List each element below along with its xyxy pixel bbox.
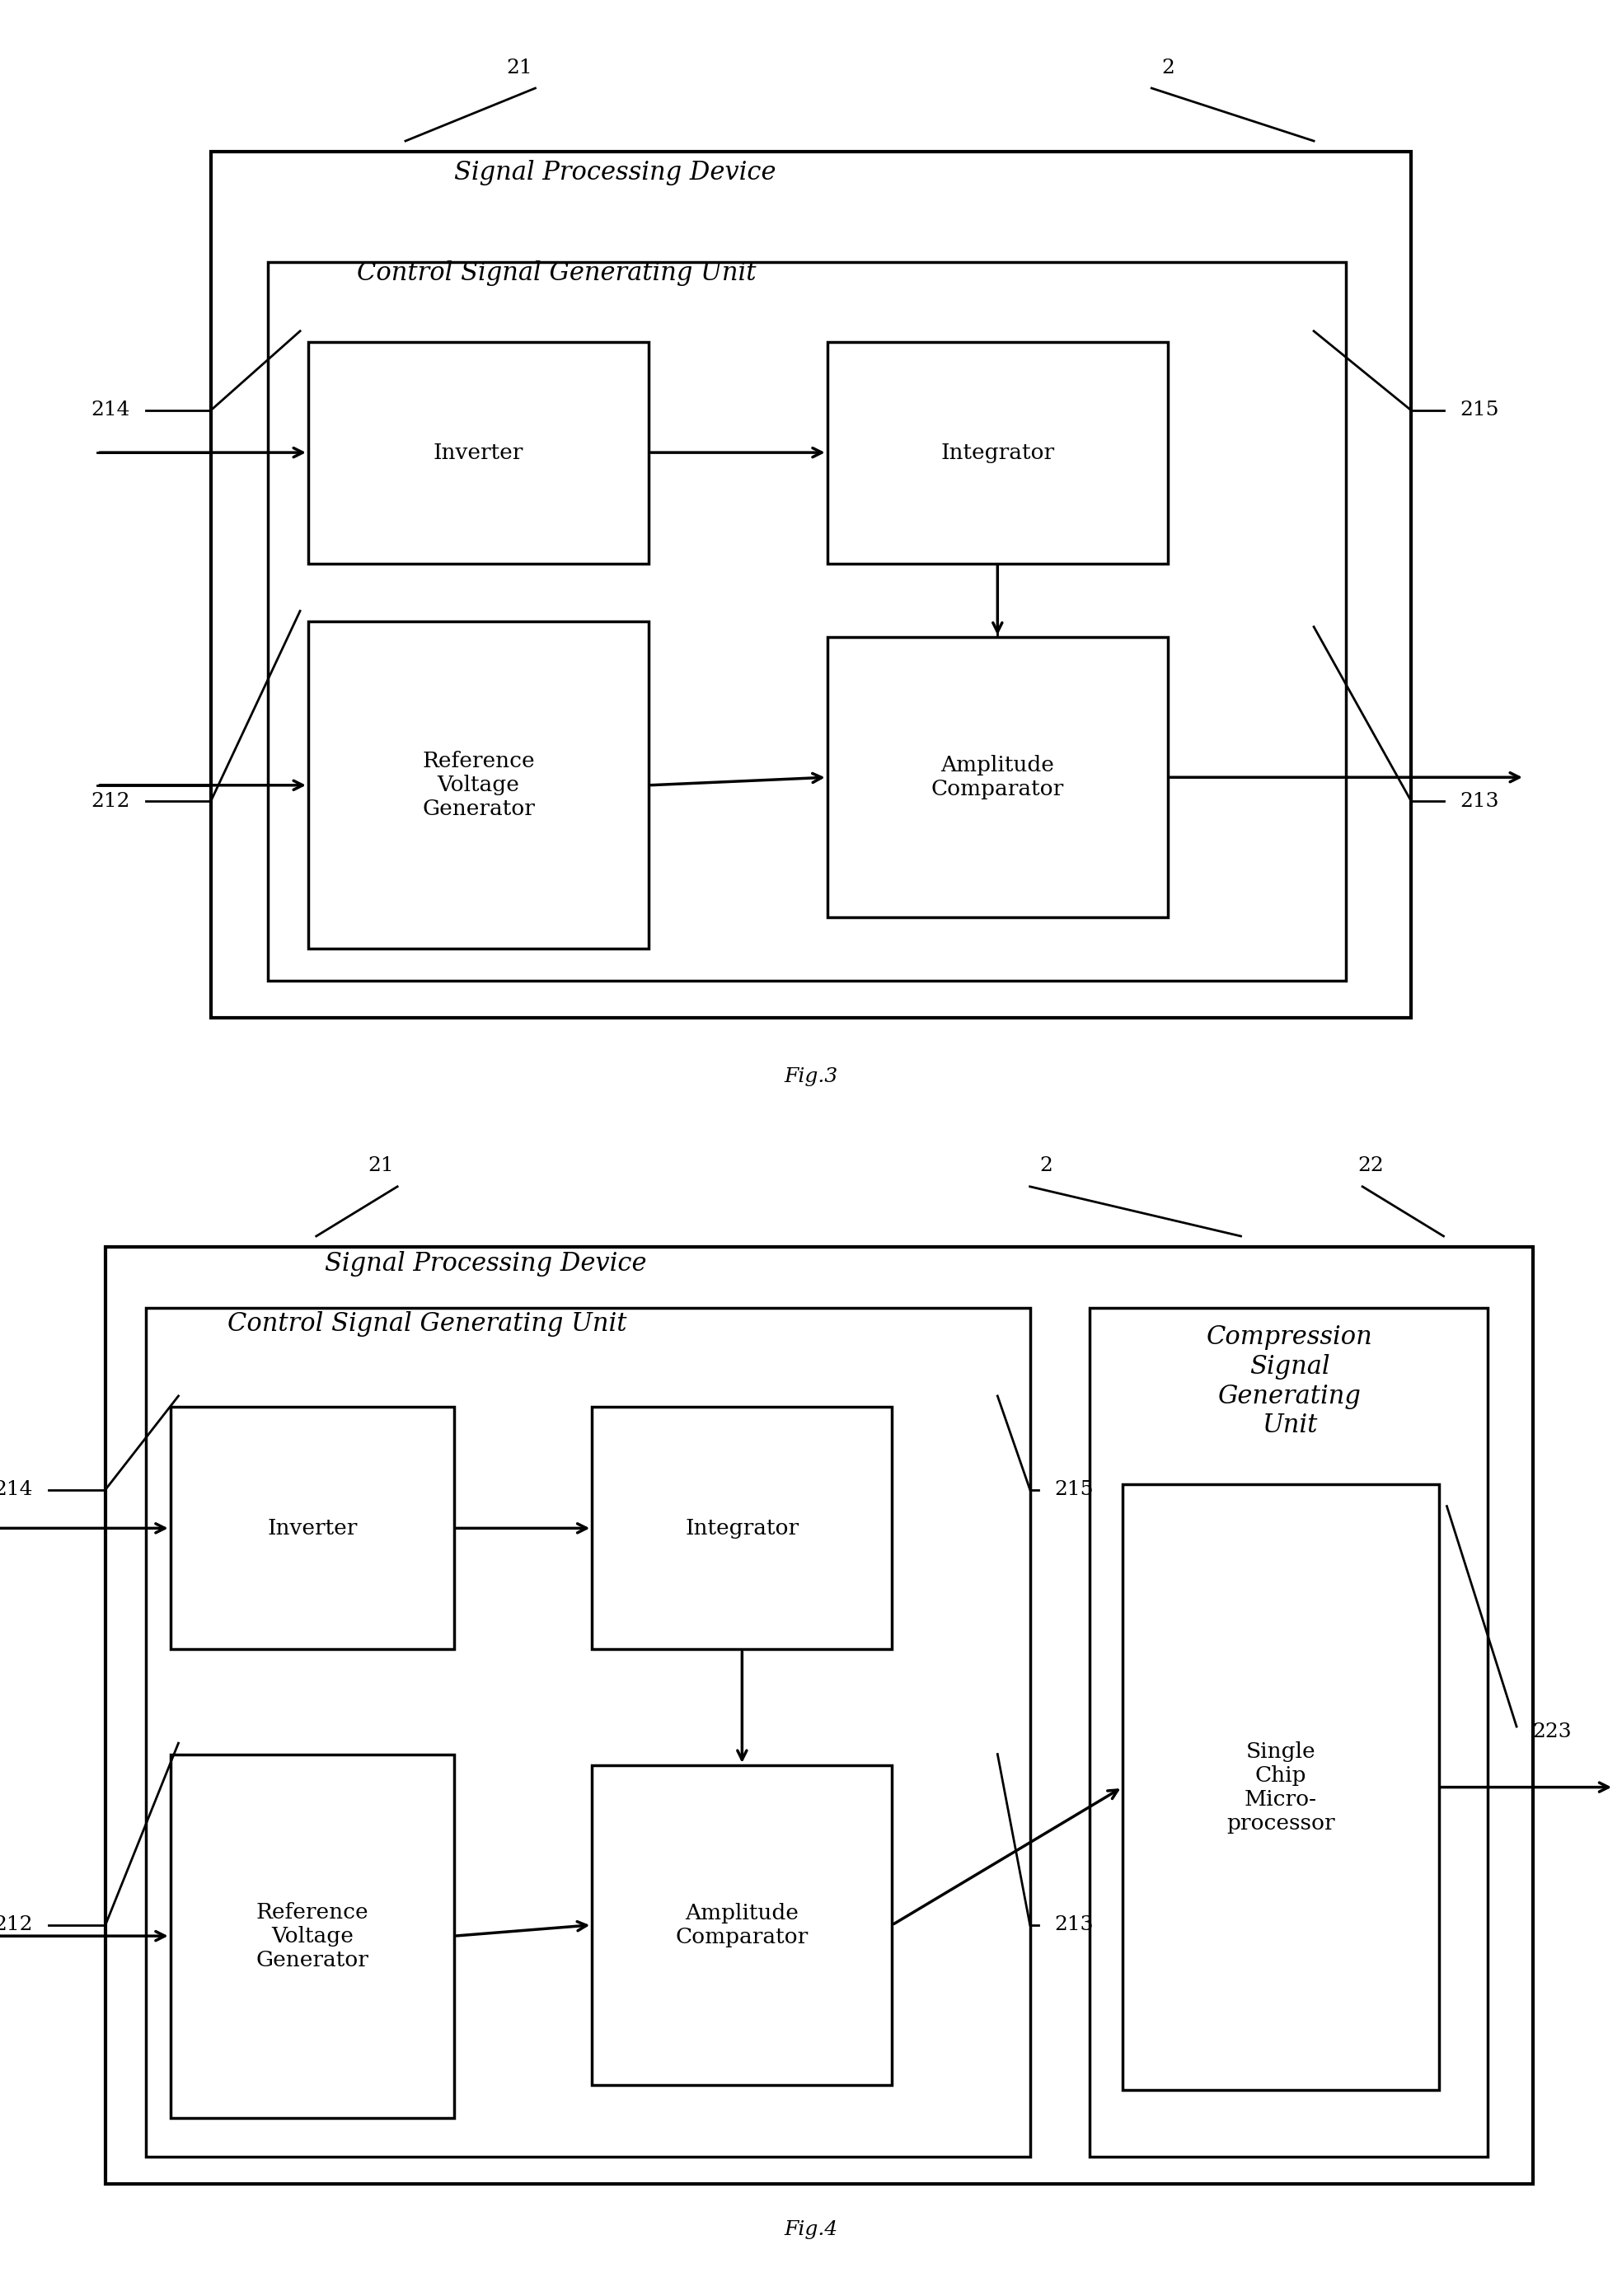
Text: Fig.3: Fig.3 — [783, 1068, 839, 1086]
Bar — [211, 152, 1411, 1017]
Text: 2: 2 — [1040, 1157, 1053, 1176]
Text: Inverter: Inverter — [268, 1518, 357, 1538]
Text: 22: 22 — [1358, 1157, 1384, 1176]
Text: 21: 21 — [506, 60, 532, 78]
Text: 215: 215 — [1460, 402, 1499, 420]
Bar — [268, 262, 1346, 980]
Text: 212: 212 — [0, 1915, 32, 1936]
Bar — [170, 1754, 454, 2117]
Text: Compression
Signal
Generating
Unit: Compression Signal Generating Unit — [1207, 1325, 1372, 1437]
Text: Control Signal Generating Unit: Control Signal Generating Unit — [227, 1311, 626, 1336]
Bar — [105, 1247, 1533, 2183]
Bar — [308, 622, 649, 948]
Bar — [146, 1309, 1030, 2156]
Bar — [592, 1766, 892, 2085]
Bar — [827, 342, 1168, 563]
Text: Control Signal Generating Unit: Control Signal Generating Unit — [357, 259, 756, 285]
Text: Amplitude
Comparator: Amplitude Comparator — [676, 1903, 808, 1947]
Text: 212: 212 — [91, 792, 130, 810]
Text: 213: 213 — [1054, 1915, 1093, 1936]
Text: Integrator: Integrator — [941, 443, 1054, 464]
Text: Signal Processing Device: Signal Processing Device — [454, 161, 775, 186]
Text: 223: 223 — [1533, 1722, 1572, 1743]
Text: 215: 215 — [1054, 1481, 1093, 1499]
Text: 213: 213 — [1460, 792, 1499, 810]
Bar — [1122, 1483, 1439, 2089]
Bar — [308, 342, 649, 563]
Text: Reference
Voltage
Generator: Reference Voltage Generator — [256, 1901, 368, 1970]
Bar — [1090, 1309, 1487, 2156]
Bar — [827, 638, 1168, 916]
Text: Amplitude
Comparator: Amplitude Comparator — [931, 755, 1064, 799]
Text: Reference
Voltage
Generator: Reference Voltage Generator — [422, 751, 535, 820]
Text: Signal Processing Device: Signal Processing Device — [324, 1251, 646, 1277]
Text: 214: 214 — [91, 402, 130, 420]
Text: Integrator: Integrator — [684, 1518, 800, 1538]
Bar — [170, 1407, 454, 1649]
Text: 2: 2 — [1161, 60, 1174, 78]
Bar — [592, 1407, 892, 1649]
Text: Single
Chip
Micro-
processor: Single Chip Micro- processor — [1226, 1740, 1335, 1835]
Text: 214: 214 — [0, 1481, 32, 1499]
Text: Fig.4: Fig.4 — [783, 2220, 839, 2239]
Text: Inverter: Inverter — [433, 443, 524, 464]
Text: 21: 21 — [368, 1157, 394, 1176]
